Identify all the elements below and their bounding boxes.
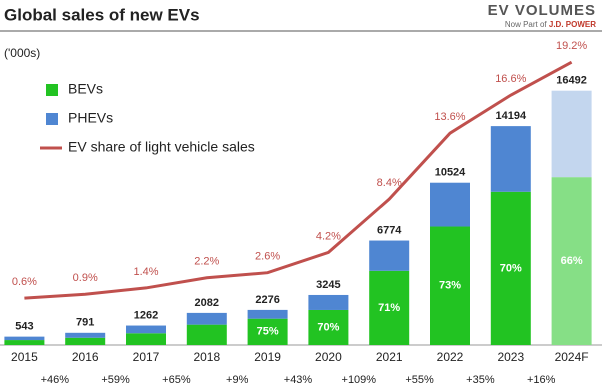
chart-title: Global sales of new EVs	[4, 5, 200, 24]
total-label: 14194	[496, 110, 527, 122]
share-label: 70%	[500, 262, 522, 274]
brand-tagline: Now Part of J.D. POWER	[505, 20, 596, 29]
line-value-label: 0.9%	[73, 272, 98, 284]
total-label: 543	[15, 321, 33, 333]
total-label: 6774	[377, 224, 402, 236]
brand-partner: J.D. POWER	[549, 20, 596, 29]
brand-tagline-text: Now Part of	[505, 20, 548, 29]
growth-label: +43%	[284, 374, 313, 386]
bar-segment	[490, 191, 531, 345]
bar-segment	[186, 324, 227, 345]
bar-segment	[186, 312, 227, 325]
x-tick-label: 2017	[133, 350, 160, 364]
bar-segment	[126, 333, 166, 345]
bar-segment	[126, 325, 166, 334]
growth-label: +59%	[101, 374, 130, 386]
growth-label: +16%	[527, 374, 556, 386]
share-line	[24, 60, 573, 300]
growth-label: +9%	[226, 374, 249, 386]
bar-segment	[551, 90, 592, 178]
line-value-label: 2.6%	[255, 251, 280, 263]
x-tick-label: 2020	[315, 350, 342, 364]
growth-label: +109%	[342, 374, 377, 386]
share-label: 73%	[439, 280, 461, 292]
share-label: 66%	[561, 255, 583, 267]
legend-swatch	[46, 84, 58, 96]
line-value-label: 0.6%	[12, 276, 37, 288]
line-value-label: 8.4%	[377, 177, 402, 189]
line-value-label: 4.2%	[316, 230, 341, 242]
line-value-label: 2.2%	[194, 256, 219, 268]
bar-segment	[551, 177, 592, 345]
legend-label: PHEVs	[68, 110, 113, 126]
growth-label: +55%	[405, 374, 434, 386]
x-tick-label: 2022	[437, 350, 464, 364]
bar-segment	[65, 332, 106, 338]
growth-label: +46%	[41, 374, 70, 386]
bar-segment	[369, 240, 410, 271]
x-tick-label: 2018	[193, 350, 220, 364]
legend-label: BEVs	[68, 81, 103, 97]
total-label: 3245	[316, 279, 340, 291]
bar-segment	[430, 182, 470, 227]
growth-label: +35%	[466, 374, 495, 386]
line-value-label: 19.2%	[556, 40, 587, 52]
bar-segment	[308, 309, 349, 345]
unit-label: ('000s)	[4, 46, 40, 60]
legend-label: EV share of light vehicle sales	[68, 139, 255, 155]
bar-segment	[490, 126, 531, 192]
x-tick-label: 2015	[11, 350, 38, 364]
bar-segment	[4, 336, 45, 341]
total-label: 10524	[435, 167, 466, 179]
bar-segment	[4, 340, 45, 345]
line-value-label: 13.6%	[434, 111, 465, 123]
bar-segment	[308, 294, 349, 310]
share-label: 71%	[378, 302, 400, 314]
x-tick-label: 2019	[254, 350, 281, 364]
line-value-label: 16.6%	[495, 73, 526, 85]
bar-segment	[247, 318, 288, 345]
bar-segment	[247, 309, 288, 319]
bar-segment	[65, 337, 106, 345]
legend-swatch	[46, 113, 58, 125]
bar-segment	[369, 270, 410, 345]
total-label: 16492	[556, 75, 587, 87]
share-label: 75%	[257, 326, 279, 338]
x-tick-label: 2021	[376, 350, 403, 364]
brand-name: EV VOLUMES	[488, 2, 596, 19]
bar-segment	[430, 226, 470, 345]
x-tick-label: 2023	[497, 350, 524, 364]
total-label: 1262	[134, 309, 158, 321]
x-tick-label: 2024F	[555, 350, 589, 364]
total-label: 791	[76, 317, 94, 329]
total-label: 2276	[255, 294, 279, 306]
line-value-label: 1.4%	[133, 266, 158, 278]
share-label: 70%	[317, 321, 339, 333]
growth-label: +65%	[162, 374, 191, 386]
x-tick-label: 2016	[72, 350, 99, 364]
total-label: 2082	[195, 297, 219, 309]
